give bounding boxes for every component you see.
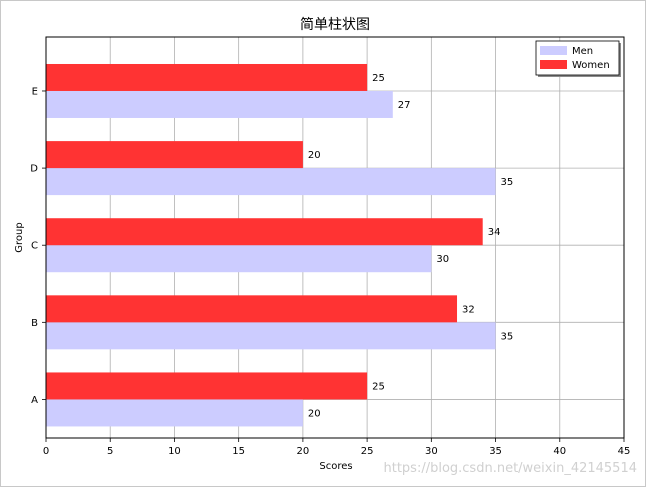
bar-value-label: 20 (308, 150, 321, 161)
bar-value-label: 30 (436, 254, 449, 265)
bar-value-label: 25 (372, 381, 385, 392)
chart-title: 简单柱状图 (300, 16, 370, 33)
bar-value-label: 25 (372, 73, 385, 84)
y-tick-label: C (31, 241, 38, 252)
bar-value-label: 20 (308, 408, 321, 419)
x-tick-label: 5 (107, 446, 113, 457)
x-tick-label: 40 (553, 446, 566, 457)
legend-label-women: Women (572, 60, 610, 71)
bar-men (46, 322, 496, 350)
bar-women (46, 141, 303, 169)
bar-men (46, 245, 432, 273)
bar-men (46, 399, 303, 427)
bar-value-label: 35 (501, 177, 514, 188)
x-tick-label: 25 (361, 446, 374, 457)
x-tick-label: 10 (168, 446, 181, 457)
y-tick-label: D (30, 164, 38, 175)
bar-value-label: 27 (398, 100, 411, 111)
x-tick-label: 45 (618, 446, 631, 457)
legend-label-men: Men (572, 46, 593, 57)
plot-area-border (45, 36, 625, 439)
y-tick-label: B (31, 318, 38, 329)
legend-swatch-women (540, 60, 567, 69)
x-tick-label: 35 (489, 446, 502, 457)
bar-value-label: 32 (462, 304, 475, 315)
x-tick-label: 15 (232, 446, 245, 457)
value-labels: 20 35 30 35 27 25 32 34 20 25 (308, 73, 513, 419)
bar-value-label: 35 (501, 331, 514, 342)
legend-swatch-men (540, 46, 567, 55)
y-tick-label: E (32, 86, 38, 97)
y-tick-label: A (31, 395, 38, 406)
x-tick-label: 0 (43, 446, 49, 457)
bar-women (46, 63, 368, 91)
bar-women (46, 295, 458, 323)
x-tick-label: 20 (297, 446, 310, 457)
legend: Men Women (535, 40, 621, 77)
bar-women (46, 218, 483, 246)
x-tick-label: 30 (425, 446, 438, 457)
bar-men (46, 168, 496, 196)
axis-ticks: 0 5 10 15 20 25 30 35 40 45 A B C D E (30, 86, 630, 457)
bar-women (46, 372, 368, 400)
watermark: https://blog.csdn.net/weixin_42145514 (383, 461, 637, 476)
bar-value-label: 34 (488, 227, 501, 238)
bar-men (46, 90, 393, 118)
bars (46, 63, 496, 427)
y-axis-label: Group (14, 222, 25, 252)
x-axis-label: Scores (319, 461, 352, 472)
